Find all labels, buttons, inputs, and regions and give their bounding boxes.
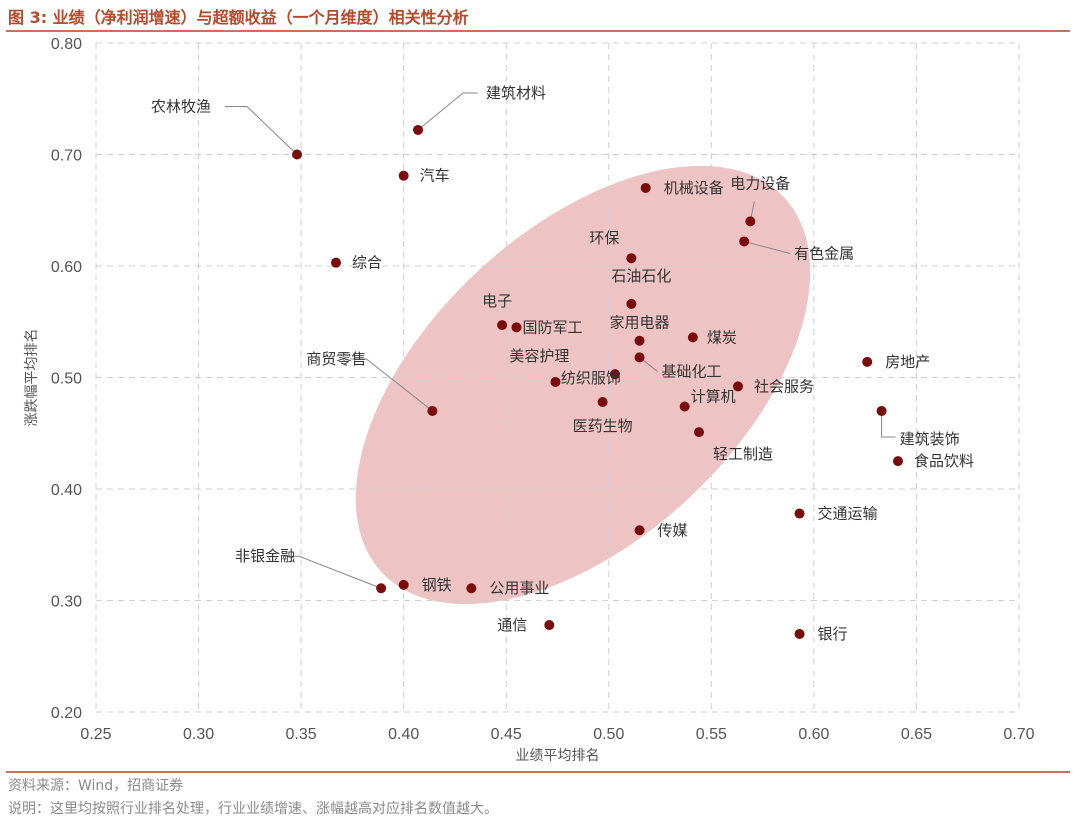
data-point (292, 149, 303, 160)
data-point (330, 257, 341, 268)
point-label: 计算机 (691, 387, 736, 405)
point-label: 建筑材料 (486, 84, 546, 102)
data-point (609, 369, 620, 380)
x-tick-label: 0.55 (696, 726, 727, 743)
data-point (634, 335, 645, 346)
x-tick-label: 0.45 (491, 726, 522, 743)
x-tick-label: 0.35 (286, 726, 317, 743)
data-point (626, 253, 637, 264)
x-tick-label: 0.30 (183, 726, 214, 743)
leader-line (744, 240, 791, 254)
point-label: 非银金融 (235, 547, 295, 565)
title-divider (6, 30, 1070, 32)
point-label: 综合 (352, 254, 382, 272)
leader-line (283, 555, 382, 589)
leader-line (417, 92, 479, 131)
y-tick-label: 0.30 (51, 594, 82, 611)
data-point (745, 216, 756, 227)
point-label: 农林牧渔 (151, 98, 211, 116)
point-label: 家用电器 (610, 314, 670, 332)
data-point (640, 182, 651, 193)
tick-layer: 0.25 0.30 0.35 0.40 0.45 0.50 0.55 0.60 0.65 0.70… (51, 36, 1035, 743)
point-label: 交通运输 (818, 505, 878, 523)
data-point (679, 401, 690, 412)
data-point (739, 236, 750, 247)
point-label: 基础化工 (662, 362, 722, 380)
data-point (413, 124, 424, 135)
point-label: 银行 (818, 625, 848, 643)
point-label: 电力设备 (730, 174, 790, 192)
point-label: 煤炭 (707, 328, 737, 346)
data-point (794, 508, 805, 519)
leader-line (881, 410, 896, 438)
point-layer (292, 124, 903, 639)
y-tick-label: 0.40 (51, 482, 82, 499)
data-point (398, 579, 409, 590)
point-label: 公用事业 (489, 579, 549, 597)
point-label: 建筑装饰 (900, 430, 960, 448)
point-label: 美容护理 (509, 347, 569, 365)
point-label: 商贸零售 (306, 350, 366, 368)
x-tick-label: 0.25 (80, 726, 111, 743)
source-note: 资料来源：Wind，招商证券 (8, 778, 184, 794)
highlight-ellipse (355, 165, 811, 605)
data-point (732, 381, 743, 392)
data-point (634, 352, 645, 363)
point-label: 石油石化 (611, 267, 671, 285)
y-tick-label: 0.60 (51, 259, 82, 276)
data-point (892, 456, 903, 467)
point-label: 有色金属 (794, 244, 854, 262)
y-tick-label: 0.20 (51, 705, 82, 722)
data-point (376, 583, 387, 594)
point-label: 传媒 (658, 521, 688, 539)
point-label: 机械设备 (664, 179, 724, 197)
y-tick-label: 0.80 (51, 36, 82, 53)
point-label: 通信 (497, 616, 527, 634)
data-point (398, 170, 409, 181)
point-label: 国防军工 (522, 318, 582, 336)
point-label: 轻工制造 (713, 445, 773, 463)
point-label: 食品饮料 (914, 452, 974, 470)
x-tick-label: 0.50 (593, 726, 624, 743)
y-tick-label: 0.50 (51, 371, 82, 388)
chart-title: 图 3: 业绩（净利润增速）与超额收益（一个月维度）相关性分析 (8, 8, 469, 27)
point-label: 钢铁 (422, 576, 452, 594)
point-label: 社会服务 (754, 377, 814, 395)
data-point (876, 405, 887, 416)
point-label: 汽车 (420, 167, 450, 185)
point-label: 房地产 (885, 353, 930, 371)
leader-line (350, 358, 433, 412)
data-point (687, 332, 698, 343)
data-point (794, 628, 805, 639)
data-point (511, 322, 522, 333)
explanation-note: 说明：这里均按照行业排名处理，行业业绩增速、涨幅越高对应排名数值越大。 (8, 801, 498, 817)
footer-divider (6, 771, 1070, 773)
scatter-chart: 0.25 0.30 0.35 0.40 0.45 0.50 0.55 0.60 0.65 0.70… (24, 36, 1035, 764)
x-tick-label: 0.65 (901, 726, 932, 743)
highlight-ellipse-layer (355, 165, 811, 605)
data-point (862, 356, 873, 367)
x-tick-label: 0.40 (388, 726, 419, 743)
data-point (694, 427, 705, 438)
x-tick-label: 0.60 (798, 726, 829, 743)
data-point (497, 320, 508, 331)
point-label: 医药生物 (573, 417, 633, 435)
data-point (544, 620, 555, 631)
y-tick-label: 0.70 (51, 148, 82, 165)
x-axis-title: 业绩平均排名 (516, 748, 600, 764)
leader-line (225, 106, 298, 155)
x-tick-label: 0.70 (1003, 726, 1034, 743)
data-point (626, 298, 637, 309)
point-label: 环保 (589, 229, 619, 247)
data-point (466, 583, 477, 594)
data-point (597, 397, 608, 408)
leader-line-layer (225, 92, 896, 589)
point-label: 电子 (482, 292, 512, 310)
point-label: 纺织服饰 (561, 369, 621, 387)
data-point (427, 405, 438, 416)
data-point (634, 525, 645, 536)
y-axis-title: 涨跌幅平均排名 (24, 329, 40, 427)
data-point (550, 376, 561, 387)
